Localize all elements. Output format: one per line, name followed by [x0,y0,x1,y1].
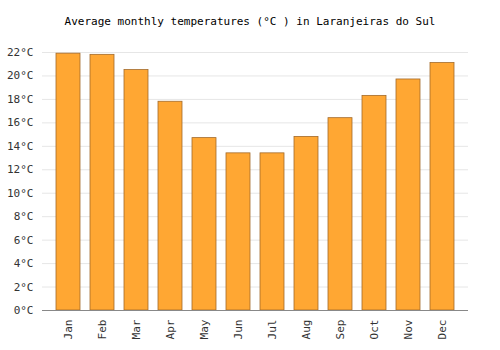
svg-text:Oct: Oct [368,320,381,340]
svg-text:14°C: 14°C [7,140,34,153]
svg-text:8°C: 8°C [14,210,34,223]
svg-text:Apr: Apr [164,319,177,339]
svg-text:Jul: Jul [266,320,279,340]
svg-text:6°C: 6°C [14,234,34,247]
svg-text:10°C: 10°C [7,187,34,200]
svg-text:22°C: 22°C [7,46,34,59]
svg-text:Feb: Feb [96,320,109,340]
svg-text:0°C: 0°C [14,304,34,317]
svg-text:Mar: Mar [130,319,143,339]
svg-text:18°C: 18°C [7,93,34,106]
svg-text:Dec: Dec [436,320,449,340]
svg-text:Nov: Nov [402,319,415,339]
svg-text:Jan: Jan [62,320,75,340]
svg-text:2°C: 2°C [14,281,34,294]
svg-text:12°C: 12°C [7,163,34,176]
svg-text:16°C: 16°C [7,116,34,129]
svg-text:Jun: Jun [232,320,245,340]
svg-text:20°C: 20°C [7,69,34,82]
svg-text:4°C: 4°C [14,257,34,270]
svg-text:May: May [198,319,211,339]
svg-text:Sep: Sep [334,320,347,340]
html-text:Average monthly temperatures (: Average monthly temperatures (°C ) in La… [64,15,436,28]
svg-text:Aug: Aug [300,320,313,340]
